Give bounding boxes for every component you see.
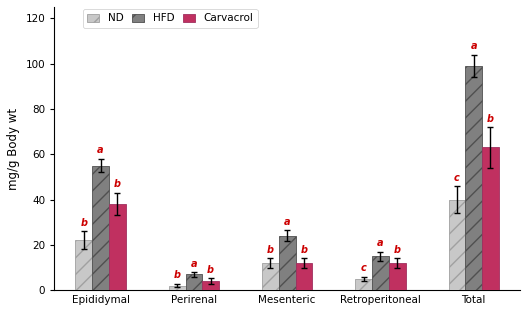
Text: b: b xyxy=(394,245,401,255)
Bar xyxy=(169,286,186,290)
Bar xyxy=(448,200,465,290)
Bar xyxy=(355,279,372,290)
Bar xyxy=(279,236,296,290)
Bar xyxy=(465,66,482,290)
Text: b: b xyxy=(173,271,181,280)
Bar xyxy=(186,274,202,290)
Bar xyxy=(389,263,406,290)
Text: a: a xyxy=(97,145,104,155)
Text: c: c xyxy=(454,173,460,183)
Bar xyxy=(92,166,109,290)
Legend: ND, HFD, Carvacrol: ND, HFD, Carvacrol xyxy=(83,9,258,28)
Bar xyxy=(262,263,279,290)
Text: b: b xyxy=(207,265,214,275)
Text: b: b xyxy=(80,218,87,228)
Text: b: b xyxy=(114,179,121,189)
Bar xyxy=(296,263,313,290)
Text: a: a xyxy=(377,238,384,248)
Text: a: a xyxy=(191,259,197,269)
Bar xyxy=(372,256,389,290)
Y-axis label: mg/g Body wt: mg/g Body wt xyxy=(7,108,20,190)
Bar xyxy=(202,281,219,290)
Text: a: a xyxy=(471,41,477,51)
Text: b: b xyxy=(267,245,274,255)
Text: c: c xyxy=(361,263,366,273)
Bar xyxy=(482,148,499,290)
Bar xyxy=(109,204,126,290)
Bar xyxy=(75,240,92,290)
Text: b: b xyxy=(300,245,307,255)
Text: a: a xyxy=(284,217,290,227)
Text: b: b xyxy=(487,114,494,124)
